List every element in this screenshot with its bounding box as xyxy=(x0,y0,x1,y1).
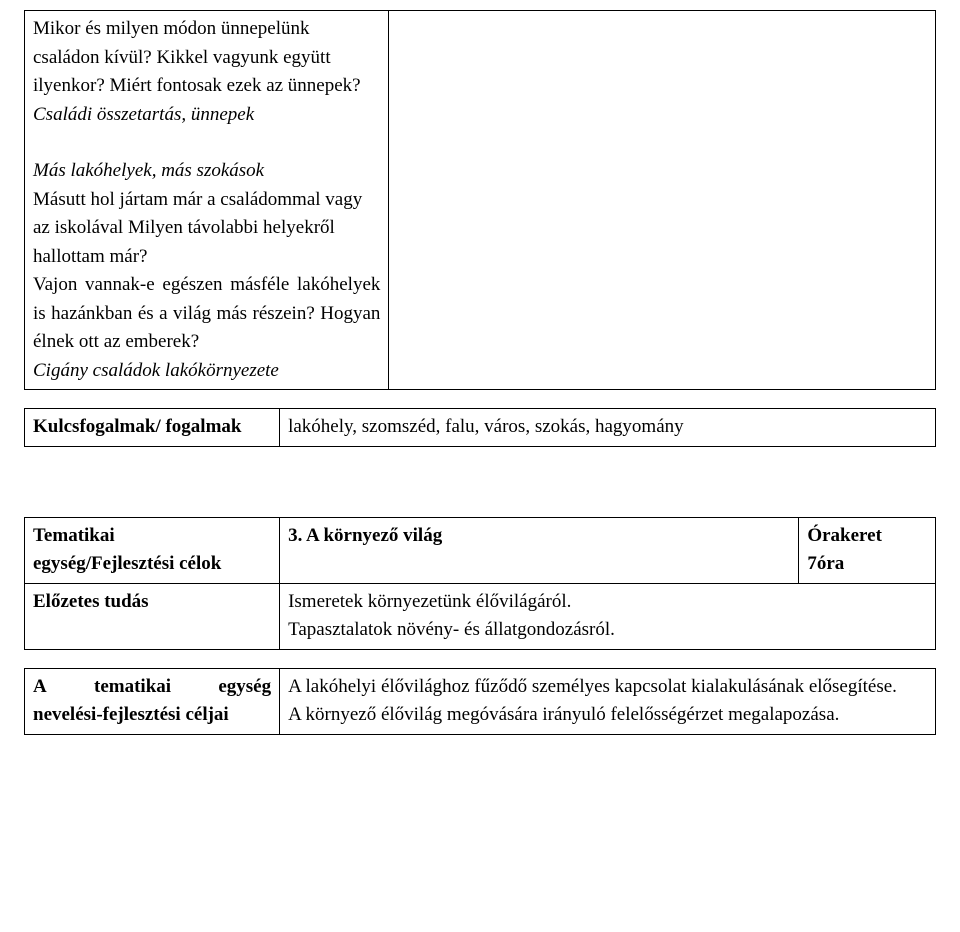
nevelesi-left-word1: A xyxy=(33,673,47,702)
nevelesi-left-line1: A tematikai egység xyxy=(33,673,271,702)
tematikai-row1-left: Tematikai egység/Fejlesztési célok xyxy=(25,517,280,583)
nevelesi-table: A tematikai egység nevelési-fejlesztési … xyxy=(24,668,936,735)
paragraph-4: Másutt hol jártam már a családommal vagy… xyxy=(33,186,380,272)
nevelesi-right-line2: A környező élővilág megóvására irányuló … xyxy=(288,701,927,730)
tematikai-row2-right: Ismeretek környezetünk élővilágáról. Tap… xyxy=(280,583,936,649)
paragraph-italic-2: Cigány családok lakókörnyezete xyxy=(33,357,380,386)
kulcs-table: Kulcsfogalmak/ fogalmak lakóhely, szomsz… xyxy=(24,408,936,447)
gap-2 xyxy=(24,650,936,668)
paragraph-italic-heading: Más lakóhelyek, más szokások xyxy=(33,157,380,186)
nevelesi-left-word2: tematikai xyxy=(94,673,171,702)
content-cell-right-empty xyxy=(389,11,936,390)
gap xyxy=(24,390,936,408)
nevelesi-right-line1: A lakóhelyi élővilághoz fűződő személyes… xyxy=(288,673,927,702)
spacer xyxy=(33,129,380,157)
kulcs-value-cell: lakóhely, szomszéd, falu, város, szokás,… xyxy=(280,409,936,447)
tematikai-row1-left-line1: Tematikai xyxy=(33,522,271,551)
paragraph-5: Vajon vannak-e egészen másféle lakóhelye… xyxy=(33,271,380,357)
nevelesi-left: A tematikai egység nevelési-fejlesztési … xyxy=(25,668,280,734)
tematikai-row2-right-line1: Ismeretek környezetünk élővilágáról. xyxy=(288,588,927,617)
tematikai-row1-mid: 3. A környező világ xyxy=(280,517,799,583)
tematikai-row1-left-line2: egység/Fejlesztési célok xyxy=(33,550,271,579)
nevelesi-left-word3: egység xyxy=(218,673,271,702)
content-cell-left: Mikor és milyen módon ünnepelünk családo… xyxy=(25,11,389,390)
nevelesi-left-line2: nevelési-fejlesztési céljai xyxy=(33,701,271,730)
tematikai-row2-left: Előzetes tudás xyxy=(25,583,280,649)
paragraph-italic-1: Családi összetartás, ünnepek xyxy=(33,101,380,130)
paragraph-question-1: Mikor és milyen módon ünnepelünk családo… xyxy=(33,15,380,101)
section-gap xyxy=(24,447,936,517)
tematikai-row1-right: Órakeret 7óra xyxy=(799,517,936,583)
tematikai-row2-right-line2: Tapasztalatok növény- és állatgondozásró… xyxy=(288,616,927,645)
tematikai-table: Tematikai egység/Fejlesztési célok 3. A … xyxy=(24,517,936,650)
content-table-1: Mikor és milyen módon ünnepelünk családo… xyxy=(24,10,936,390)
tematikai-row1-right-line2: 7óra xyxy=(807,550,927,579)
tematikai-row1-right-line1: Órakeret xyxy=(807,522,927,551)
kulcs-label-cell: Kulcsfogalmak/ fogalmak xyxy=(25,409,280,447)
nevelesi-right: A lakóhelyi élővilághoz fűződő személyes… xyxy=(280,668,936,734)
